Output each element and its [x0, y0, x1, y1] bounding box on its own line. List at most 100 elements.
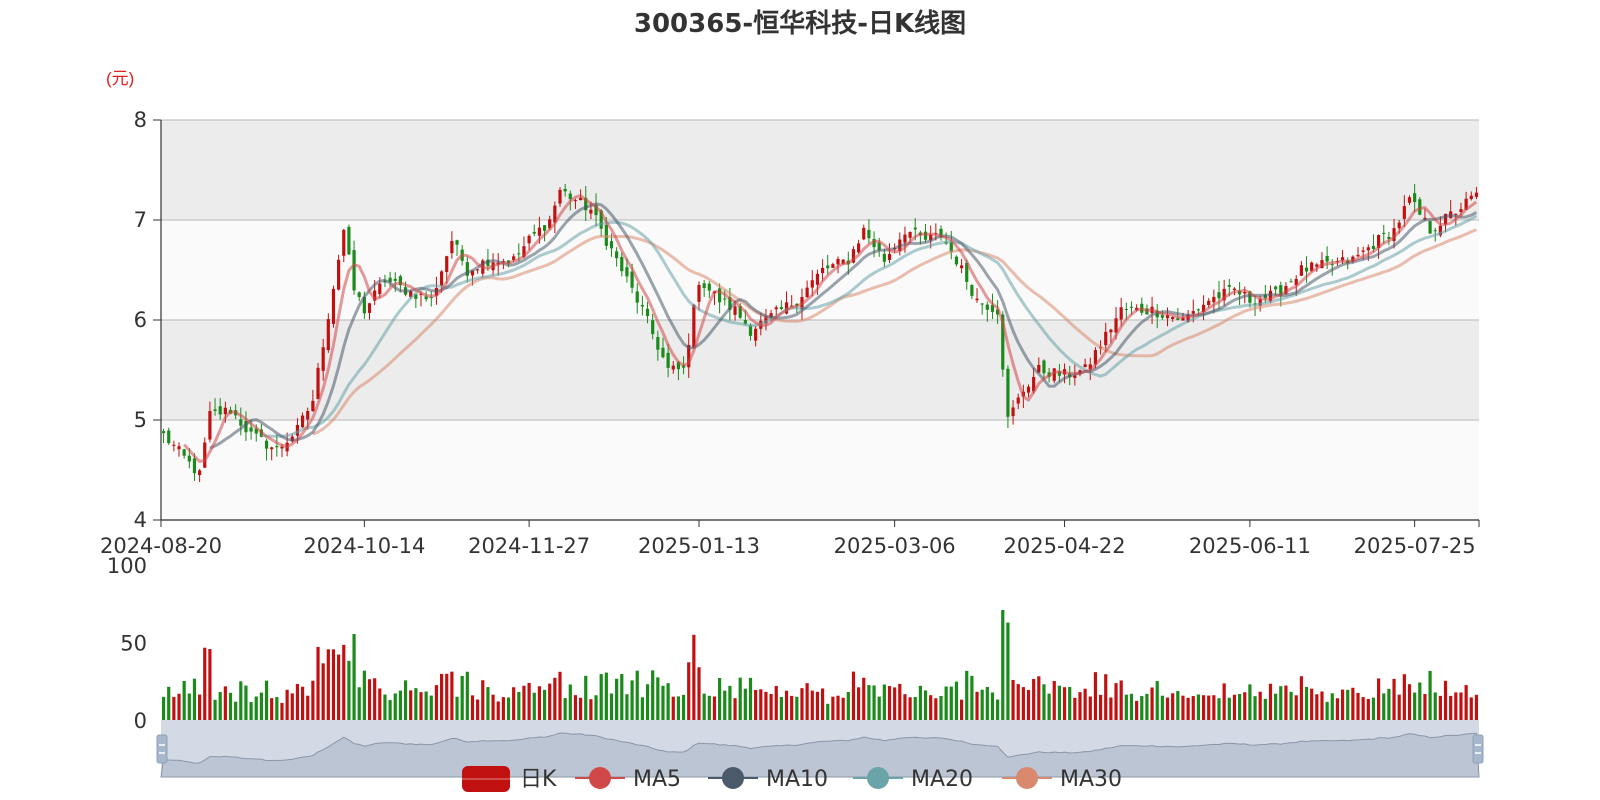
candle-body: [439, 271, 444, 286]
price-axis: 4 5 6 7 8: [134, 108, 162, 532]
volume-bar: [1274, 693, 1278, 720]
candle-body: [1217, 292, 1221, 299]
candle-body: [1325, 255, 1329, 262]
volume-bar: [254, 696, 258, 720]
volume-bar: [743, 688, 747, 720]
candle-body: [393, 278, 397, 281]
legend-item-ma30[interactable]: MA30: [1002, 767, 1122, 792]
volume-bar: [1263, 698, 1267, 720]
legend-label: MA30: [1060, 767, 1122, 792]
volume-bar: [1145, 693, 1149, 720]
volume-bar: [1413, 692, 1417, 720]
candle-body: [1057, 371, 1061, 376]
volume-bar: [748, 677, 753, 720]
candle-body: [640, 305, 644, 307]
candle-body: [923, 231, 928, 240]
candle-body: [208, 411, 212, 440]
candle-body: [311, 400, 315, 412]
candle-body: [1073, 375, 1077, 378]
legend-item-日k[interactable]: 日K: [462, 766, 557, 792]
volume-bar: [208, 649, 212, 720]
volume-bar: [1026, 689, 1031, 720]
volume-bar: [568, 684, 572, 720]
candle-body: [1315, 264, 1319, 267]
candle-body: [656, 336, 660, 350]
volume-bar: [1006, 622, 1010, 720]
candle-body: [1114, 318, 1118, 333]
legend-item-ma10[interactable]: MA10: [708, 767, 828, 792]
volume-bar: [712, 696, 717, 720]
volume-bar: [810, 690, 814, 720]
zoom-left-handle[interactable]: [156, 734, 168, 764]
candle-body: [517, 253, 521, 255]
candle-body: [264, 440, 269, 449]
volume-bar: [1124, 694, 1128, 720]
candle-body: [630, 271, 634, 288]
candle-body: [594, 204, 598, 216]
volume-bar: [1238, 693, 1242, 720]
volume-bar: [553, 677, 557, 720]
candle-body: [172, 444, 176, 446]
candle-body: [1382, 232, 1386, 234]
candle-body: [542, 225, 547, 231]
volume-bar: [635, 670, 639, 720]
volume-bar: [985, 686, 989, 720]
volume-bar: [161, 696, 166, 720]
date-tick-label: 2025-04-22: [1004, 534, 1126, 558]
legend-label: MA20: [911, 767, 973, 792]
volume-bar: [728, 685, 732, 720]
volume-bar: [1428, 670, 1432, 720]
candle-body: [754, 328, 758, 341]
volume-bar: [434, 685, 439, 720]
candle-body: [692, 304, 696, 348]
candle-body: [213, 409, 217, 411]
volume-bar: [1047, 693, 1051, 720]
candle-body: [620, 256, 624, 272]
candle-body: [1191, 311, 1195, 314]
ma10-line: [209, 202, 1478, 450]
candle-body: [784, 302, 789, 314]
candle-body: [1165, 315, 1170, 319]
volume-bar: [1474, 694, 1479, 720]
candle-body: [254, 428, 258, 434]
volume-bar: [661, 685, 665, 720]
volume-bar: [846, 691, 850, 720]
volume-bar: [692, 634, 696, 720]
volume-bar: [1418, 682, 1422, 720]
candle-body: [1289, 281, 1293, 283]
volume-bar: [1304, 686, 1309, 720]
candle-body: [357, 292, 361, 297]
volume-bar: [542, 689, 547, 720]
candle-body: [929, 234, 933, 241]
candlestick-series: [161, 183, 1479, 483]
volume-bar: [316, 646, 320, 720]
candle-body: [398, 276, 402, 286]
volume-bar: [1109, 697, 1113, 720]
volume-bar: [929, 695, 933, 720]
candle-body: [589, 209, 593, 214]
volume-bar: [1407, 684, 1412, 720]
zoom-right-handle[interactable]: [1472, 734, 1484, 764]
candle-body: [223, 407, 227, 415]
volume-bar: [790, 695, 794, 720]
candle-body: [579, 197, 583, 201]
volume-bar: [774, 685, 778, 720]
candle-body: [1366, 247, 1370, 251]
volume-bar: [1207, 695, 1211, 720]
volume-bar: [300, 686, 305, 720]
volume-bar: [1392, 678, 1396, 720]
candle-body: [939, 228, 943, 238]
candle-body: [1227, 285, 1231, 287]
candle-body: [1274, 286, 1278, 290]
volume-bar: [882, 684, 886, 720]
legend-item-ma20[interactable]: MA20: [853, 767, 973, 792]
volume-bar: [918, 685, 922, 720]
chart-legend[interactable]: 日K MA5 MA10 MA20 MA30: [462, 766, 1122, 792]
candle-body: [1088, 364, 1092, 370]
legend-item-ma5[interactable]: MA5: [575, 767, 681, 792]
volume-bar: [1356, 692, 1360, 720]
volume-bar: [923, 690, 928, 720]
candle-body: [470, 270, 475, 276]
volume-bar: [1366, 698, 1370, 720]
